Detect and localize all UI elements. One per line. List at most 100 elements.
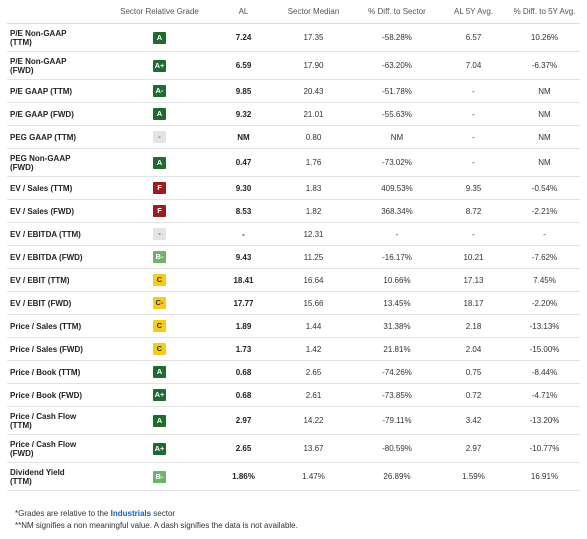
diff-sector-value: 409.53%	[356, 176, 438, 200]
metric-name[interactable]: Price / Sales (TTM)	[7, 314, 103, 338]
sector-median-value: 0.80	[271, 125, 356, 149]
metric-name[interactable]: P/E Non-GAAP (TTM)	[7, 23, 103, 52]
al-value: 9.43	[216, 245, 271, 269]
metric-name[interactable]: PEG Non-GAAP (FWD)	[7, 148, 103, 177]
al-5y-avg-value: -	[438, 222, 509, 246]
grade-badge: C-	[153, 297, 166, 309]
grade-cell: C-	[103, 291, 216, 315]
metric-name[interactable]: PEG GAAP (TTM)	[7, 125, 103, 149]
grade-cell: A	[103, 360, 216, 384]
table-row: Price / Cash Flow (TTM) A 2.97 14.22 -79.11% 3…	[7, 406, 580, 435]
table-row: EV / EBITDA (FWD) B- 9.43 11.25 -16.17% 10.21…	[7, 245, 580, 269]
metric-name[interactable]: P/E Non-GAAP (FWD)	[7, 51, 103, 80]
al-5y-avg-value: 2.18	[438, 314, 509, 338]
al-value: 2.97	[216, 406, 271, 435]
diff-5y-value: 16.91%	[509, 462, 580, 491]
grade-badge: A	[153, 108, 166, 120]
metric-name[interactable]: Dividend Yield (TTM)	[7, 462, 103, 491]
footnote-grades: *Grades are relative to the Industrials …	[15, 508, 298, 520]
metric-name[interactable]: P/E GAAP (FWD)	[7, 102, 103, 126]
sector-median-value: 21.01	[271, 102, 356, 126]
column-header-diff-sector[interactable]: % Diff. to Sector	[356, 0, 438, 24]
table-row: Dividend Yield (TTM) B- 1.86% 1.47% 26.89% 1.5…	[7, 462, 580, 491]
metric-name[interactable]: EV / EBIT (TTM)	[7, 268, 103, 292]
al-value: 18.41	[216, 268, 271, 292]
grade-badge: A	[153, 414, 166, 427]
grade-cell: C	[103, 268, 216, 292]
table-row: Price / Book (FWD) A+ 0.68 2.61 -73.85% 0.72-…	[7, 383, 580, 407]
al-value: 2.65	[216, 434, 271, 463]
sector-median-value: 15.66	[271, 291, 356, 315]
sector-median-value: 2.61	[271, 383, 356, 407]
metric-name[interactable]: EV / EBITDA (TTM)	[7, 222, 103, 246]
metric-name-line: (FWD)	[10, 65, 34, 75]
diff-5y-value: -2.20%	[509, 291, 580, 315]
column-header-grade[interactable]: Sector Relative Grade	[103, 0, 216, 24]
footnotes: *Grades are relative to the Industrials …	[15, 508, 298, 532]
diff-sector-value: -74.26%	[356, 360, 438, 384]
metric-name[interactable]: EV / EBITDA (FWD)	[7, 245, 103, 269]
column-header-al-5y-avg[interactable]: AL 5Y Avg.	[438, 0, 509, 24]
diff-sector-value: 368.34%	[356, 199, 438, 223]
al-5y-avg-value: -	[438, 125, 509, 149]
diff-5y-value: -	[509, 222, 580, 246]
table-row: P/E GAAP (FWD) A 9.32 21.01 -55.63% - NM	[7, 102, 580, 126]
grade-cell: A-	[103, 79, 216, 103]
metric-name-line: EV / Sales (FWD)	[10, 206, 75, 216]
table-row: P/E Non-GAAP (FWD) A+ 6.59 17.90 -63.20% 7.04-…	[7, 51, 580, 80]
al-value: 8.53	[216, 199, 271, 223]
metric-name-line: Price / Cash Flow	[10, 439, 77, 449]
sector-median-value: 20.43	[271, 79, 356, 103]
metric-name-line: P/E Non-GAAP	[10, 56, 67, 66]
al-value: 0.68	[216, 360, 271, 384]
metric-name[interactable]: EV / Sales (TTM)	[7, 176, 103, 200]
metric-name[interactable]: Price / Cash Flow (TTM)	[7, 406, 103, 435]
column-header-al[interactable]: AL	[216, 0, 271, 24]
metric-name[interactable]: Price / Book (TTM)	[7, 360, 103, 384]
al-value: 6.59	[216, 51, 271, 80]
metric-name[interactable]: Price / Cash Flow (FWD)	[7, 434, 103, 463]
sector-median-value: 17.90	[271, 51, 356, 80]
column-header-diff-5y[interactable]: % Diff. to 5Y Avg.	[509, 0, 580, 24]
diff-5y-value: -15.00%	[509, 337, 580, 361]
metric-name[interactable]: EV / EBIT (FWD)	[7, 291, 103, 315]
diff-5y-value: -10.77%	[509, 434, 580, 463]
sector-median-value: 2.65	[271, 360, 356, 384]
metric-name-line: (TTM)	[10, 37, 32, 47]
diff-sector-value: 31.38%	[356, 314, 438, 338]
metric-name-line: Price / Book (FWD)	[10, 390, 83, 400]
al-value: 1.86%	[216, 462, 271, 491]
sector-link[interactable]: Industrials	[110, 509, 152, 518]
column-header-sector-median[interactable]: Sector Median	[271, 0, 356, 24]
metric-name[interactable]: Price / Book (FWD)	[7, 383, 103, 407]
diff-5y-value: -2.21%	[509, 199, 580, 223]
al-5y-avg-value: 18.17	[438, 291, 509, 315]
al-value: -	[216, 222, 271, 246]
grade-cell: F	[103, 199, 216, 223]
metric-name-line: P/E GAAP (TTM)	[10, 86, 73, 96]
grade-badge: B-	[153, 470, 166, 483]
grade-badge: C	[153, 320, 166, 332]
diff-sector-value: -16.17%	[356, 245, 438, 269]
grade-badge: C	[153, 274, 166, 286]
grade-cell: -	[103, 125, 216, 149]
sector-median-value: 1.82	[271, 199, 356, 223]
diff-5y-value: -8.44%	[509, 360, 580, 384]
diff-5y-value: -7.62%	[509, 245, 580, 269]
metric-name-line: EV / EBITDA (FWD)	[10, 252, 83, 262]
table-row: EV / Sales (TTM) F 9.30 1.83 409.53% 9.35 -0.5…	[7, 176, 580, 200]
table-row: EV / EBIT (FWD) C- 17.77 15.66 13.45% 18.17 -2…	[7, 291, 580, 315]
grade-cell: A	[103, 148, 216, 177]
diff-sector-value: -73.85%	[356, 383, 438, 407]
metric-name[interactable]: P/E GAAP (TTM)	[7, 79, 103, 103]
sector-median-value: 16.64	[271, 268, 356, 292]
al-5y-avg-value: 0.75	[438, 360, 509, 384]
metric-name[interactable]: EV / Sales (FWD)	[7, 199, 103, 223]
footnote-grades-suffix: sector	[151, 509, 176, 518]
metric-name[interactable]: Price / Sales (FWD)	[7, 337, 103, 361]
metric-name-line: EV / EBITDA (TTM)	[10, 229, 81, 239]
grade-cell: B-	[103, 245, 216, 269]
metric-name-line: PEG GAAP (TTM)	[10, 132, 77, 142]
diff-sector-value: -51.78%	[356, 79, 438, 103]
diff-5y-value: 10.26%	[509, 23, 580, 52]
